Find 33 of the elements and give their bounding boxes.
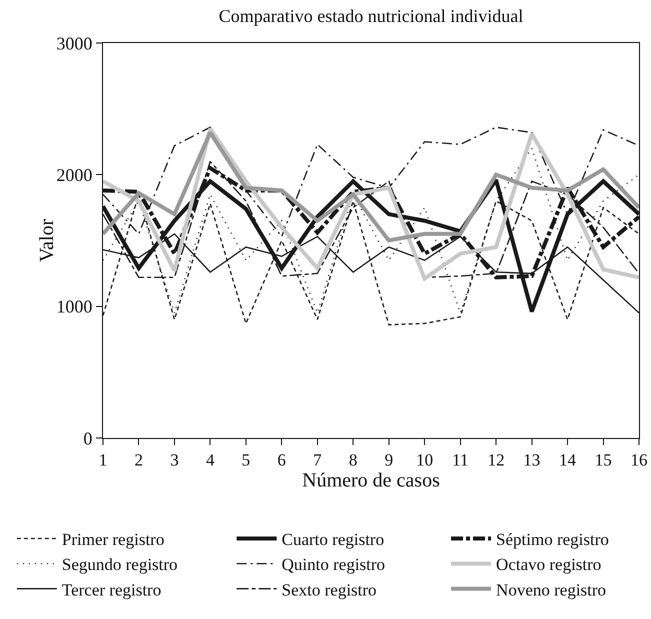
x-tick-label: 6 [277,450,286,470]
x-tick-label: 14 [559,450,577,470]
legend-label: Noveno registro [496,580,606,600]
x-tick-label: 2 [134,450,143,470]
legend-label: Séptimo registro [496,530,609,550]
legend-label: Sexto registro [282,580,377,600]
x-tick-label: 7 [313,450,322,470]
legend-label: Quinto registro [282,555,386,574]
legend-label: Octavo registro [496,555,602,574]
legend-label: Segundo registro [62,555,178,574]
legend-label: Tercer registro [62,580,162,600]
x-tick-label: 12 [488,450,505,470]
legend-label: Cuarto registro [282,530,384,550]
x-tick-label: 4 [206,450,215,470]
x-tick-label: 11 [452,450,469,470]
chart-title: Comparativo estado nutricional individual [218,6,524,26]
x-tick-label: 5 [242,450,250,470]
x-tick-label: 16 [630,450,648,470]
y-tick-label: 2000 [56,164,92,185]
x-tick-label: 9 [384,450,394,470]
x-tick-label: 1 [98,450,108,470]
y-axis-title: Valor [36,218,58,262]
x-tick-label: 15 [594,450,612,470]
x-axis-title: Número de casos [302,469,440,492]
x-tick-label: 13 [523,450,540,470]
legend-label: Primer registro [62,530,164,550]
x-tick-label: 10 [416,450,434,470]
y-tick-label: 3000 [56,33,92,54]
y-tick-label: 0 [83,428,92,448]
x-tick-label: 3 [170,450,179,470]
y-tick-label: 1000 [56,296,92,317]
x-tick-label: 8 [348,450,358,470]
line-series [103,126,639,281]
